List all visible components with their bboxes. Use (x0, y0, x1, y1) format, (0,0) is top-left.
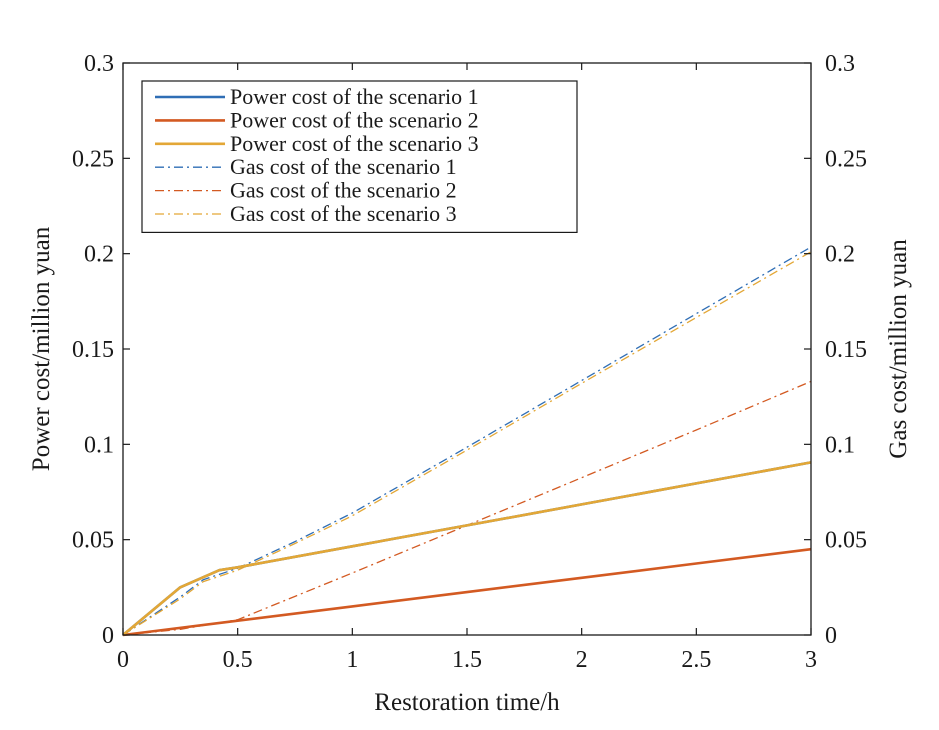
x-axis-title: Restoration time/h (374, 689, 560, 716)
legend-label: Power cost of the scenario 3 (230, 131, 479, 156)
x-tick-label: 0.5 (223, 647, 253, 673)
y2-tick-label: 0 (825, 623, 837, 649)
series-line-6 (122, 251, 812, 636)
series-line-2 (122, 547, 812, 637)
y2-tick-label: 0.15 (825, 337, 867, 363)
legend-label: Power cost of the scenario 2 (230, 107, 479, 132)
y-tick-label: 0.3 (84, 51, 114, 77)
y-tick-label: 0.1 (84, 432, 114, 458)
x-tick-label: 1 (346, 647, 358, 673)
x-tick-label: 2.5 (681, 647, 711, 673)
x-tick-label: 0 (117, 647, 129, 673)
series-layer (122, 246, 812, 637)
legend-label: Gas cost of the scenario 1 (230, 154, 457, 179)
y2-tick-label: 0.3 (825, 51, 855, 77)
y-tick-label: 0 (102, 623, 114, 649)
legend-label: Gas cost of the scenario 3 (230, 201, 457, 226)
series-line-3 (122, 461, 812, 636)
ticks-layer: 0 0.5 1 1.5 2 2.5 300.050.10.150.20.250.300.05… (72, 51, 867, 673)
legend-box (141, 80, 578, 233)
series-line-4 (122, 246, 812, 636)
x-tick-label: 3 (805, 647, 817, 673)
legend-label: Gas cost of the scenario 2 (230, 178, 457, 203)
y-tick-label: 0.15 (72, 337, 114, 363)
series-line-1 (122, 461, 812, 636)
y-tick-label: 0.05 (72, 528, 114, 554)
legend-label: Power cost of the scenario 1 (230, 84, 479, 109)
y2-tick-label: 0.25 (825, 146, 867, 172)
y-axis-title-right: Gas cost/million yuan (885, 239, 912, 459)
y2-tick-label: 0.05 (825, 528, 867, 554)
y-tick-label: 0.25 (72, 146, 114, 172)
y-tick-label: 0.2 (84, 242, 114, 268)
x-tick-label: 1.5 (452, 647, 482, 673)
y2-tick-label: 0.1 (825, 432, 855, 458)
y-axis-title-left: Power cost/million yuan (28, 226, 55, 471)
x-tick-label: 2 (576, 647, 588, 673)
y2-tick-label: 0.2 (825, 242, 855, 268)
series-line-5 (122, 380, 812, 636)
